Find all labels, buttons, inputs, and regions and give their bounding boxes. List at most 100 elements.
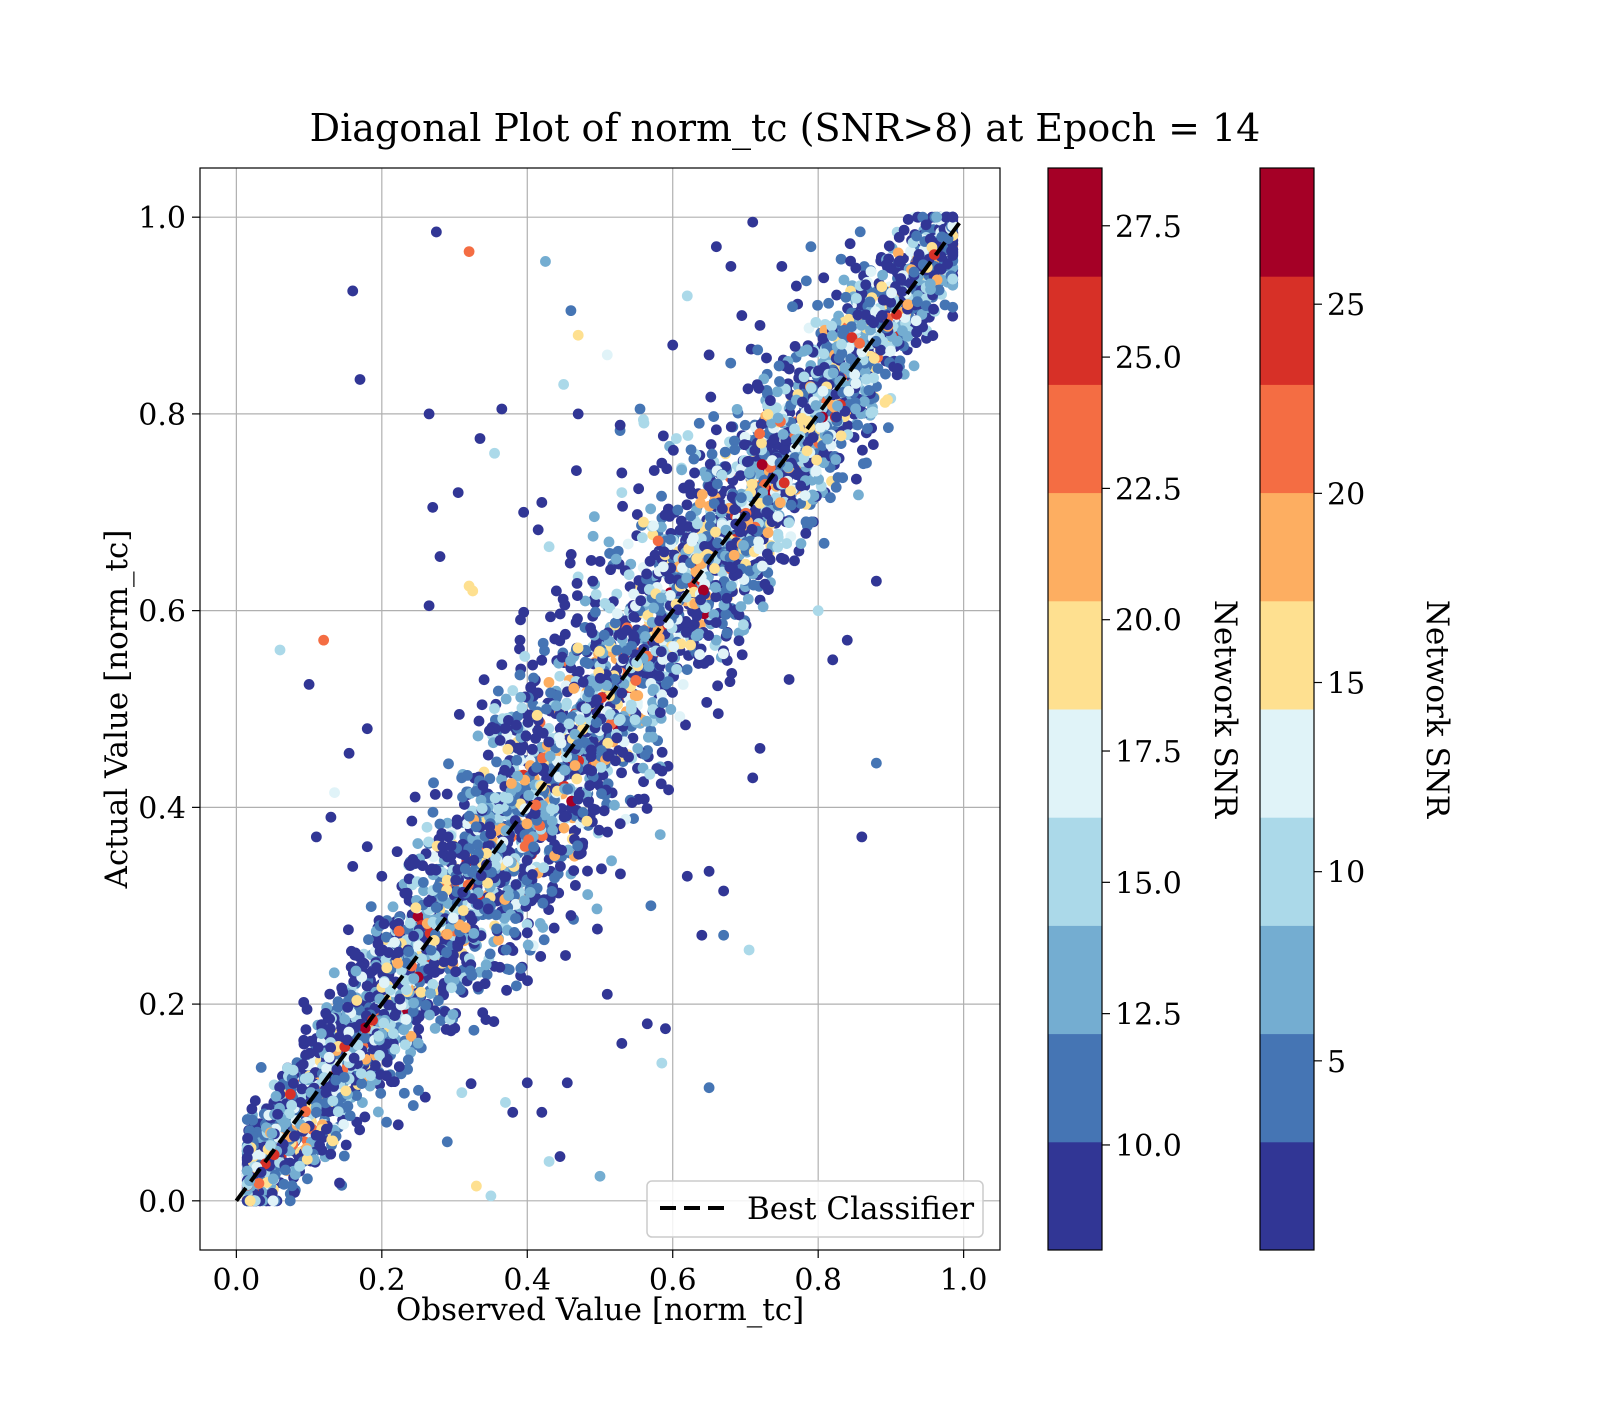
data-point bbox=[285, 1195, 296, 1206]
data-point bbox=[594, 646, 605, 657]
data-point bbox=[748, 580, 759, 591]
data-point bbox=[667, 652, 678, 663]
data-point bbox=[469, 1025, 480, 1036]
data-point bbox=[416, 987, 427, 998]
data-point bbox=[490, 793, 501, 804]
data-point bbox=[638, 414, 649, 425]
data-point bbox=[333, 1106, 344, 1117]
data-point bbox=[571, 465, 582, 476]
data-point bbox=[866, 408, 877, 419]
data-point bbox=[602, 723, 613, 734]
data-point bbox=[724, 562, 735, 573]
data-point bbox=[883, 422, 894, 433]
chart-title: Diagonal Plot of norm_tc (SNR>8) at Epoc… bbox=[310, 106, 1261, 151]
data-point bbox=[426, 945, 437, 956]
data-point bbox=[752, 379, 763, 390]
data-point bbox=[615, 818, 626, 829]
data-point bbox=[676, 516, 687, 527]
data-point bbox=[243, 1145, 254, 1156]
data-point bbox=[545, 687, 556, 698]
data-point bbox=[588, 531, 599, 542]
data-point bbox=[841, 292, 852, 303]
data-point bbox=[665, 534, 676, 545]
data-point bbox=[800, 490, 811, 501]
data-point bbox=[373, 1031, 384, 1042]
data-point bbox=[268, 1173, 279, 1184]
data-point bbox=[379, 918, 390, 929]
data-point bbox=[428, 807, 439, 818]
data-point bbox=[596, 863, 607, 874]
data-point bbox=[559, 812, 570, 823]
data-point bbox=[762, 548, 773, 559]
data-point bbox=[316, 1028, 327, 1039]
data-point bbox=[320, 1008, 331, 1019]
data-point bbox=[300, 1073, 311, 1084]
data-point bbox=[286, 1100, 297, 1111]
data-point bbox=[329, 967, 340, 978]
data-point bbox=[947, 302, 958, 313]
data-point bbox=[742, 456, 753, 467]
data-point bbox=[544, 677, 555, 688]
data-point bbox=[856, 320, 867, 331]
data-point bbox=[784, 517, 795, 528]
data-point bbox=[300, 1123, 311, 1134]
data-point bbox=[555, 609, 566, 620]
data-point bbox=[247, 1115, 258, 1126]
data-point bbox=[734, 635, 745, 646]
data-point bbox=[400, 1039, 411, 1050]
data-point bbox=[495, 735, 506, 746]
data-point bbox=[909, 267, 920, 278]
data-point bbox=[491, 923, 502, 934]
data-point bbox=[591, 589, 602, 600]
data-point bbox=[582, 866, 593, 877]
data-point bbox=[818, 386, 829, 397]
data-point bbox=[843, 386, 854, 397]
data-point bbox=[779, 444, 790, 455]
data-point bbox=[527, 869, 538, 880]
data-point bbox=[828, 367, 839, 378]
data-point bbox=[726, 668, 737, 679]
data-point bbox=[765, 395, 776, 406]
data-point bbox=[778, 429, 789, 440]
data-point bbox=[612, 608, 623, 619]
data-point bbox=[586, 744, 597, 755]
data-point bbox=[712, 479, 723, 490]
data-point bbox=[789, 555, 800, 566]
data-point bbox=[485, 828, 496, 839]
data-point bbox=[546, 804, 557, 815]
data-point bbox=[897, 286, 908, 297]
data-point bbox=[819, 538, 830, 549]
data-point bbox=[701, 697, 712, 708]
data-point bbox=[413, 1038, 424, 1049]
data-point bbox=[884, 240, 895, 251]
data-point bbox=[882, 394, 893, 405]
data-point bbox=[301, 1024, 312, 1035]
data-point bbox=[868, 317, 879, 328]
data-point bbox=[712, 680, 723, 691]
data-point bbox=[618, 653, 629, 664]
data-point bbox=[775, 497, 786, 508]
data-point bbox=[596, 762, 607, 773]
data-point bbox=[473, 899, 484, 910]
data-point bbox=[763, 409, 774, 420]
data-point bbox=[511, 755, 522, 766]
data-point bbox=[638, 517, 649, 528]
data-point bbox=[402, 888, 413, 899]
data-point bbox=[732, 404, 743, 415]
data-point bbox=[501, 985, 512, 996]
data-point bbox=[663, 676, 674, 687]
data-point bbox=[509, 927, 520, 938]
data-point bbox=[653, 535, 664, 546]
data-point bbox=[806, 382, 817, 393]
data-point bbox=[668, 641, 679, 652]
data-point bbox=[678, 679, 689, 690]
data-point bbox=[392, 958, 403, 969]
data-point bbox=[595, 673, 606, 684]
data-point bbox=[912, 296, 923, 307]
data-point bbox=[452, 815, 463, 826]
data-point bbox=[790, 341, 801, 352]
data-point bbox=[657, 747, 668, 758]
data-point bbox=[655, 829, 666, 840]
data-point bbox=[522, 855, 533, 866]
data-point bbox=[639, 794, 650, 805]
